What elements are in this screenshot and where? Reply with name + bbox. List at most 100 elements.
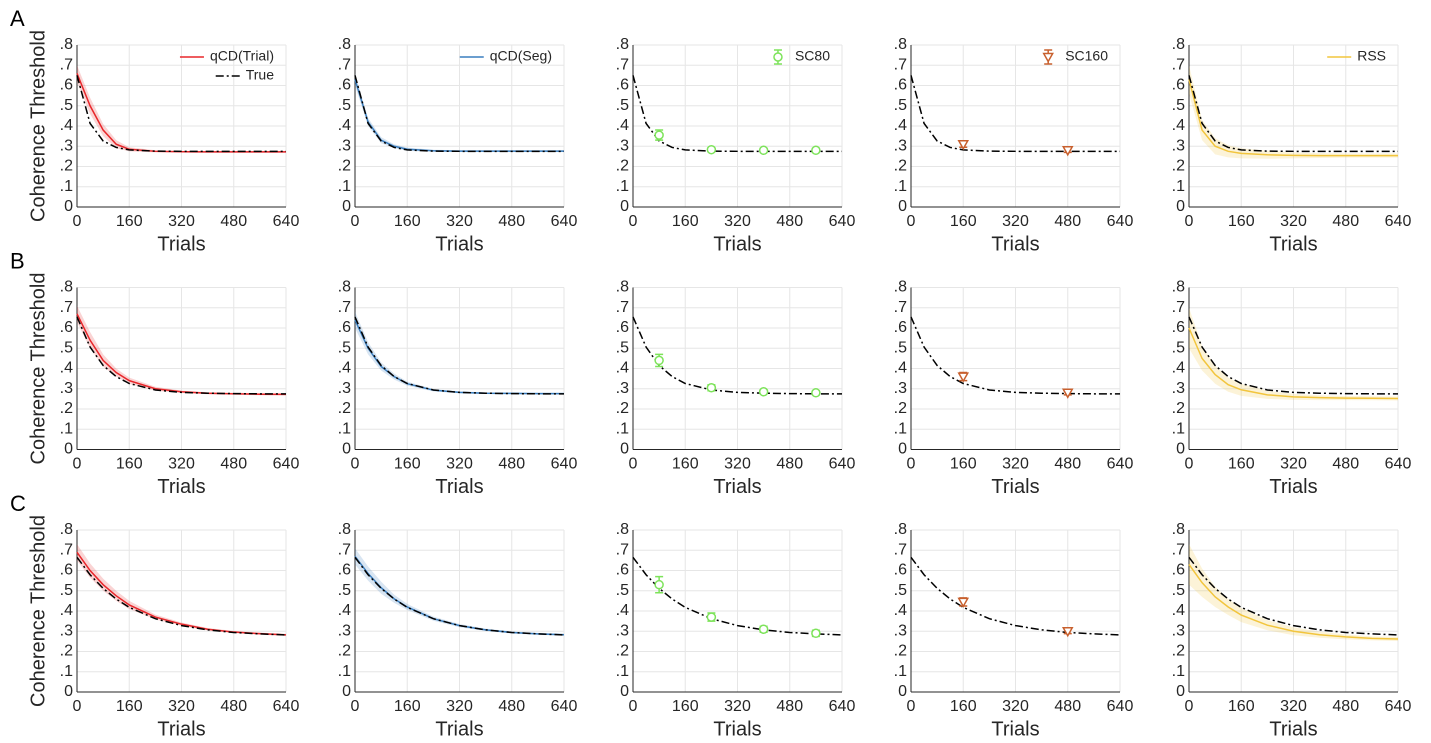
y-tick-label: 0 <box>898 683 907 700</box>
y-tick-label: .7 <box>894 299 907 316</box>
data-marker <box>654 579 664 590</box>
y-tick-label: .7 <box>894 56 907 73</box>
data-marker <box>811 145 821 156</box>
x-tick-label: 640 <box>1385 213 1412 230</box>
y-tick-label: .7 <box>1172 299 1185 316</box>
panel: 0 .1 .2 .3 .4 .5 .6 .7 .8 0 160 320 480 640 Trials <box>616 279 856 498</box>
y-tick-label: .7 <box>338 541 351 558</box>
x-tick-label: 0 <box>351 698 360 715</box>
data-line <box>354 556 565 636</box>
data-marker <box>1061 388 1074 399</box>
y-tick-label: .5 <box>616 582 629 599</box>
data-marker <box>654 130 664 140</box>
y-tick-label: .8 <box>616 279 629 296</box>
data-marker <box>654 355 664 366</box>
y-tick-label: .4 <box>338 117 351 134</box>
x-tick-label: 480 <box>776 698 803 715</box>
y-tick-label: .5 <box>1172 97 1185 114</box>
y-tick-label: .4 <box>616 360 629 377</box>
y-tick-label: .2 <box>1172 158 1185 175</box>
y-tick-label: .3 <box>338 622 351 639</box>
x-tick-label: 160 <box>1228 698 1255 715</box>
y-tick-label: .4 <box>1172 602 1185 619</box>
data-line <box>76 556 287 636</box>
x-tick-label: 640 <box>1107 213 1134 230</box>
x-tick-label: 480 <box>1332 698 1359 715</box>
panel: 0 .1 .2 .3 .4 .5 .6 .7 .8 0 160 320 480 640 Trials SC16… <box>894 36 1134 255</box>
y-tick-label: .4 <box>616 117 629 134</box>
data-marker <box>1042 52 1054 64</box>
y-tick-label: .5 <box>338 582 351 599</box>
x-tick-label: 640 <box>551 213 578 230</box>
data-line <box>76 316 286 395</box>
y-tick-label: .2 <box>616 158 629 175</box>
data-marker <box>706 382 717 393</box>
x-tick-label: 640 <box>551 456 578 473</box>
y-tick-label: .5 <box>894 582 907 599</box>
panel: 0 .1 .2 .3 .4 .5 .6 .7 .8 0 160 320 480 640 Trials <box>616 521 856 740</box>
y-tick-label: 0 <box>64 441 73 458</box>
y-tick-label: .3 <box>616 137 629 154</box>
y-tick-label: .5 <box>1172 339 1185 356</box>
y-tick-label: .5 <box>1172 582 1185 599</box>
y-tick-label: .6 <box>338 562 351 579</box>
x-tick-label: 480 <box>1054 698 1081 715</box>
y-tick-label: .7 <box>616 299 629 316</box>
y-tick-label: .7 <box>894 541 907 558</box>
y-tick-label: .6 <box>616 562 629 579</box>
x-tick-label: 640 <box>273 213 300 230</box>
y-tick-label: .2 <box>60 400 73 417</box>
panel: 0 .1 .2 .3 .4 .5 .6 .7 .8 0 160 320 480 640 Trials Cohe… <box>10 6 299 255</box>
x-tick-label: 640 <box>829 456 856 473</box>
x-axis-label: Trials <box>713 476 761 498</box>
y-tick-label: .6 <box>894 77 907 94</box>
data-marker <box>957 139 970 151</box>
x-tick-label: 160 <box>950 698 977 715</box>
y-tick-label: .6 <box>1172 77 1185 94</box>
y-tick-label: .1 <box>338 420 351 437</box>
x-tick-label: 480 <box>1332 213 1359 230</box>
y-tick-label: .2 <box>1172 643 1185 660</box>
x-axis-label: Trials <box>713 233 761 255</box>
data-marker <box>706 144 717 155</box>
y-tick-label: .6 <box>894 319 907 336</box>
data-line <box>76 313 287 396</box>
x-tick-label: 320 <box>1002 698 1029 715</box>
x-tick-label: 320 <box>168 698 195 715</box>
data-marker <box>1061 627 1074 638</box>
y-tick-label: .4 <box>60 602 73 619</box>
y-tick-label: .1 <box>60 663 73 680</box>
data-line <box>910 316 1120 395</box>
y-tick-label: .1 <box>60 178 73 195</box>
y-tick-label: .1 <box>338 178 351 195</box>
panel: 0 .1 .2 .3 .4 .5 .6 .7 .8 0 160 320 480 640 Trials <box>894 521 1134 740</box>
y-tick-label: 0 <box>64 683 73 700</box>
x-tick-label: 160 <box>116 456 143 473</box>
panel: 0 .1 .2 .3 .4 .5 .6 .7 .8 0 160 320 480 640 Trials <box>1172 521 1412 740</box>
y-tick-label: .8 <box>338 279 351 296</box>
y-tick-label: .1 <box>616 178 629 195</box>
y-tick-label: .6 <box>60 319 73 336</box>
x-tick-label: 0 <box>351 456 360 473</box>
data-line <box>1188 563 1399 640</box>
y-tick-label: .2 <box>894 158 907 175</box>
x-tick-label: 160 <box>950 456 977 473</box>
data-line <box>1188 316 1398 395</box>
y-tick-label: .3 <box>60 622 73 639</box>
x-tick-label: 0 <box>629 213 638 230</box>
x-tick-label: 640 <box>1385 698 1412 715</box>
data-line <box>1188 79 1398 157</box>
x-tick-label: 160 <box>116 698 143 715</box>
data-marker <box>957 597 970 608</box>
x-tick-label: 480 <box>776 213 803 230</box>
panel: 0 .1 .2 .3 .4 .5 .6 .7 .8 0 160 320 480 640 Trials Cohe… <box>10 491 299 740</box>
y-tick-label: .1 <box>894 663 907 680</box>
y-tick-label: .5 <box>338 97 351 114</box>
x-axis-label: Trials <box>991 476 1039 498</box>
y-tick-label: .5 <box>894 339 907 356</box>
y-tick-label: .3 <box>338 137 351 154</box>
y-axis-label: Coherence Threshold <box>27 515 49 707</box>
y-tick-label: .7 <box>60 299 73 316</box>
y-tick-label: .2 <box>616 643 629 660</box>
y-tick-label: .1 <box>616 663 629 680</box>
